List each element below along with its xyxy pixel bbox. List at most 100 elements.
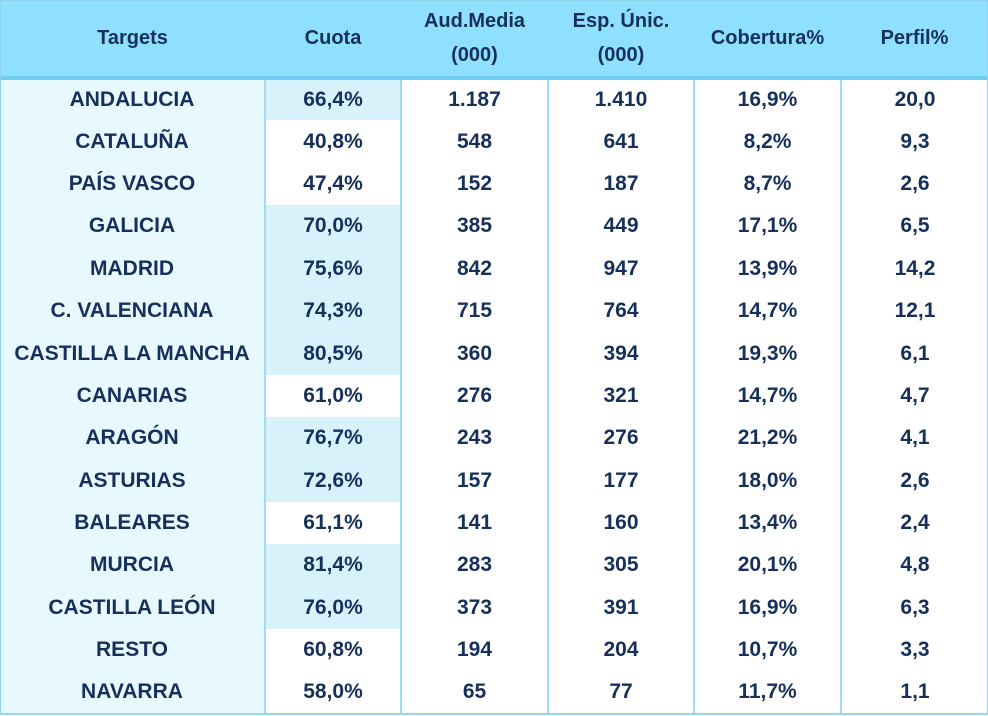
target-cell: ARAGÓN bbox=[0, 417, 266, 460]
aud-media-cell: 548 bbox=[401, 120, 549, 163]
cobertura-cell: 16,9% bbox=[694, 586, 842, 630]
perfil-cell: 1,1 bbox=[841, 671, 988, 715]
aud-media-cell: 283 bbox=[401, 544, 549, 587]
table-row: NAVARRA 58,0% 65 77 11,7% 1,1 bbox=[0, 671, 988, 715]
cuota-cell: 80,5% bbox=[265, 332, 402, 375]
perfil-cell: 4,7 bbox=[900, 383, 930, 407]
perfil-cell: 6,5 bbox=[900, 214, 930, 238]
perfil-cell: 2,4 bbox=[900, 511, 930, 535]
aud-media-cell: 842 bbox=[401, 247, 549, 290]
aud-media-cell: 65 bbox=[401, 671, 549, 715]
table-row: ARAGÓN 76,7% 243 276 21,2% 4,1 bbox=[0, 417, 988, 460]
table-row: MURCIA 81,4% 283 305 20,1% 4,8 bbox=[0, 544, 988, 587]
esp-unic-cell: 947 bbox=[548, 247, 695, 290]
table-row: CASTILLA LEÓN 76,0% 373 391 16,9% 6,3 bbox=[0, 586, 988, 630]
cobertura-cell: 18,0% bbox=[694, 459, 842, 502]
target-cell: RESTO bbox=[0, 629, 266, 672]
aud-media-cell: 360 bbox=[401, 332, 549, 375]
target-cell: MADRID bbox=[0, 247, 266, 290]
table-row: ANDALUCIA 66,4% 1.187 1.410 16,9% 20,0 bbox=[0, 78, 988, 121]
table-row: C. VALENCIANA 74,3% 715 764 14,7% 12,1 bbox=[0, 289, 988, 333]
esp-unic-cell: 764 bbox=[548, 289, 695, 333]
table-row: CASTILLA LA MANCHA 80,5% 360 394 19,3% 6,1 bbox=[0, 332, 988, 375]
esp-unic-cell: 77 bbox=[548, 671, 695, 715]
esp-unic-cell: 391 bbox=[548, 586, 695, 630]
cobertura-cell: 19,3% bbox=[694, 332, 842, 375]
cuota-cell: 66,4% bbox=[265, 78, 402, 121]
aud-media-cell: 194 bbox=[401, 629, 549, 672]
cuota-cell: 61,0% bbox=[265, 374, 402, 418]
header-cuota: Cuota bbox=[265, 0, 401, 80]
table-row: MADRID 75,6% 842 947 13,9% 14,2 bbox=[0, 247, 988, 290]
perfil-cell: 9,3 bbox=[900, 129, 930, 153]
esp-unic-cell: 1.410 bbox=[548, 78, 695, 121]
perfil-cell: 3,3 bbox=[900, 638, 930, 662]
perfil-cell: 12,1 bbox=[894, 299, 936, 323]
header-targets: Targets bbox=[0, 0, 265, 80]
cobertura-cell: 21,2% bbox=[694, 417, 842, 460]
target-cell: ANDALUCIA bbox=[0, 78, 266, 121]
cobertura-cell: 17,1% bbox=[694, 205, 842, 248]
target-cell: CATALUÑA bbox=[0, 120, 266, 163]
target-cell: CANARIAS bbox=[0, 374, 266, 418]
table-body: ANDALUCIA 66,4% 1.187 1.410 16,9% 20,0 CATALUÑ… bbox=[0, 78, 988, 715]
header-aud-media-line1: Aud.Media bbox=[423, 10, 526, 32]
esp-unic-cell: 160 bbox=[548, 501, 695, 545]
cobertura-cell: 13,9% bbox=[694, 247, 842, 290]
esp-unic-cell: 276 bbox=[548, 417, 695, 460]
aud-media-cell: 276 bbox=[401, 374, 549, 418]
target-cell: PAÍS VASCO bbox=[0, 162, 266, 206]
aud-media-cell: 141 bbox=[401, 501, 549, 545]
target-cell: GALICIA bbox=[0, 205, 266, 248]
table-header: Targets Cuota Aud.Media (000) Esp. Únic.… bbox=[0, 0, 988, 80]
cuota-cell: 76,7% bbox=[265, 417, 402, 460]
esp-unic-cell: 177 bbox=[548, 459, 695, 502]
table-row: CATALUÑA 40,8% 548 641 8,2% 9,3 bbox=[0, 120, 988, 163]
cuota-cell: 76,0% bbox=[265, 586, 402, 630]
cuota-cell: 58,0% bbox=[265, 671, 402, 715]
aud-media-cell: 243 bbox=[401, 417, 549, 460]
cuota-cell: 61,1% bbox=[265, 501, 402, 545]
perfil-cell: 20,0 bbox=[894, 88, 936, 112]
header-cobertura: Cobertura% bbox=[694, 0, 841, 80]
table-row: PAÍS VASCO 47,4% 152 187 8,7% 2,6 bbox=[0, 162, 988, 206]
esp-unic-cell: 187 bbox=[548, 162, 695, 206]
cuota-cell: 72,6% bbox=[265, 459, 402, 502]
perfil-cell: 2,6 bbox=[900, 468, 930, 492]
aud-media-cell: 373 bbox=[401, 586, 549, 630]
cobertura-cell: 16,9% bbox=[694, 78, 842, 121]
cobertura-cell: 20,1% bbox=[694, 544, 842, 587]
header-aud-media: Aud.Media (000) bbox=[401, 0, 548, 80]
perfil-cell: 14,2 bbox=[894, 256, 936, 280]
perfil-cell: 4,8 bbox=[900, 553, 930, 577]
header-aud-media-line2: (000) bbox=[451, 44, 498, 66]
table-row: ASTURIAS 72,6% 157 177 18,0% 2,6 bbox=[0, 459, 988, 502]
cobertura-cell: 13,4% bbox=[694, 501, 842, 545]
target-cell: ASTURIAS bbox=[0, 459, 266, 502]
perfil-cell: 6,3 bbox=[900, 595, 930, 619]
target-cell: C. VALENCIANA bbox=[0, 289, 266, 333]
header-perfil: Perfil% bbox=[841, 0, 988, 80]
cuota-cell: 40,8% bbox=[265, 120, 402, 163]
aud-media-cell: 715 bbox=[401, 289, 549, 333]
cobertura-cell: 14,7% bbox=[694, 374, 842, 418]
aud-media-cell: 385 bbox=[401, 205, 549, 248]
aud-media-cell: 152 bbox=[401, 162, 549, 206]
header-esp-unic: Esp. Únic. (000) bbox=[548, 0, 694, 80]
cuota-cell: 74,3% bbox=[265, 289, 402, 333]
target-cell: MURCIA bbox=[0, 544, 266, 587]
esp-unic-cell: 394 bbox=[548, 332, 695, 375]
cobertura-cell: 8,7% bbox=[694, 162, 842, 206]
cobertura-cell: 10,7% bbox=[694, 629, 842, 672]
perfil-cell: 6,1 bbox=[900, 341, 930, 365]
cuota-cell: 60,8% bbox=[265, 629, 402, 672]
table-row: RESTO 60,8% 194 204 10,7% 3,3 bbox=[0, 629, 988, 672]
table-row: GALICIA 70,0% 385 449 17,1% 6,5 bbox=[0, 205, 988, 248]
cuota-cell: 47,4% bbox=[265, 162, 402, 206]
header-row: Targets Cuota Aud.Media (000) Esp. Únic.… bbox=[0, 0, 988, 80]
table-row: CANARIAS 61,0% 276 321 14,7% 4,7 bbox=[0, 374, 988, 418]
esp-unic-cell: 449 bbox=[548, 205, 695, 248]
aud-media-cell: 157 bbox=[401, 459, 549, 502]
